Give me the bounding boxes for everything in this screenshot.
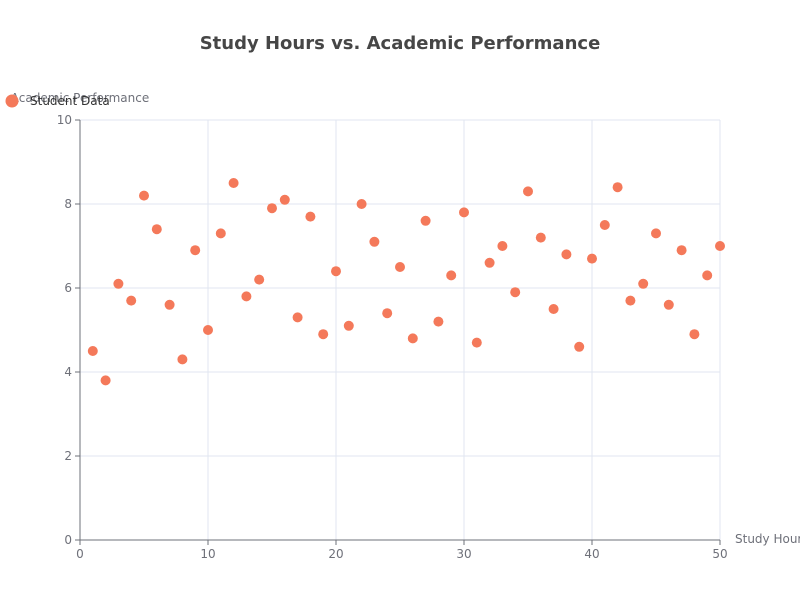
data-point[interactable] <box>676 245 687 256</box>
data-point[interactable] <box>510 287 521 298</box>
data-point[interactable] <box>574 341 585 352</box>
data-point[interactable] <box>369 236 380 247</box>
data-point[interactable] <box>407 333 418 344</box>
x-tick-label: 40 <box>584 547 599 561</box>
data-point[interactable] <box>651 228 661 239</box>
data-point[interactable] <box>343 320 354 331</box>
data-point[interactable] <box>203 325 213 335</box>
data-point[interactable] <box>164 299 175 310</box>
data-point[interactable] <box>318 329 329 340</box>
data-point[interactable] <box>548 304 559 314</box>
data-point[interactable] <box>382 308 393 319</box>
data-point[interactable] <box>612 182 623 193</box>
x-tick-label: 30 <box>456 547 471 561</box>
chart-title: Study Hours vs. Academic Performance <box>200 33 601 54</box>
x-tick-label: 50 <box>712 547 727 561</box>
data-points <box>87 178 725 386</box>
data-point[interactable] <box>177 354 188 365</box>
y-tick-label: 2 <box>64 449 72 463</box>
legend[interactable]: Student Data <box>5 94 110 108</box>
y-tick-label: 0 <box>64 533 72 547</box>
data-point[interactable] <box>395 262 405 272</box>
data-point[interactable] <box>446 270 457 281</box>
data-point[interactable] <box>561 249 572 260</box>
data-point[interactable] <box>638 278 649 289</box>
y-axis-label: Academic Performance <box>11 91 149 105</box>
data-point[interactable] <box>279 194 290 205</box>
data-point[interactable] <box>292 312 303 323</box>
data-point[interactable] <box>100 375 111 386</box>
grid <box>80 119 721 540</box>
data-point[interactable] <box>331 266 341 277</box>
data-point[interactable] <box>587 253 597 264</box>
data-point[interactable] <box>267 203 277 214</box>
x-axis-label: Study Hours <box>735 532 800 546</box>
data-point[interactable] <box>459 207 469 218</box>
x-ticks: 0 10 20 30 40 50 <box>76 540 728 561</box>
y-tick-label: 10 <box>57 113 72 127</box>
legend-label[interactable]: Student Data <box>30 94 110 108</box>
data-point[interactable] <box>190 245 201 256</box>
axes <box>79 120 720 541</box>
data-point[interactable] <box>356 199 367 209</box>
x-tick-label: 10 <box>200 547 215 561</box>
data-point[interactable] <box>241 291 252 302</box>
data-point[interactable] <box>254 274 265 285</box>
data-point[interactable] <box>433 316 444 327</box>
data-point[interactable] <box>113 278 124 289</box>
data-point[interactable] <box>625 295 636 306</box>
data-point[interactable] <box>523 186 533 197</box>
legend-marker-icon[interactable] <box>5 94 19 108</box>
data-point[interactable] <box>471 337 482 348</box>
data-point[interactable] <box>228 178 239 188</box>
x-tick-label: 0 <box>76 547 84 561</box>
data-point[interactable] <box>151 224 162 235</box>
data-point[interactable] <box>715 241 725 251</box>
data-point[interactable] <box>599 220 610 230</box>
data-point[interactable] <box>126 295 137 306</box>
data-point[interactable] <box>305 211 316 222</box>
data-point[interactable] <box>535 232 546 243</box>
data-point[interactable] <box>420 215 431 226</box>
y-tick-label: 4 <box>64 365 72 379</box>
y-tick-label: 8 <box>64 197 72 211</box>
data-point[interactable] <box>497 241 508 251</box>
data-point[interactable] <box>702 270 713 281</box>
data-point[interactable] <box>484 257 495 268</box>
y-ticks: 0 2 4 6 8 10 <box>57 113 80 547</box>
data-point[interactable] <box>139 190 149 201</box>
y-tick-label: 6 <box>64 281 72 295</box>
data-point[interactable] <box>87 346 98 356</box>
data-point[interactable] <box>663 299 674 310</box>
data-point[interactable] <box>689 329 700 340</box>
x-tick-label: 20 <box>328 547 343 561</box>
data-point[interactable] <box>215 228 226 239</box>
